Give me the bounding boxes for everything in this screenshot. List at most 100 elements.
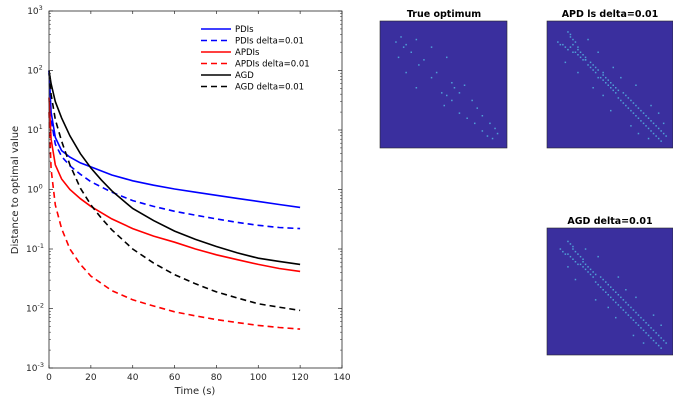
y-tick-exponent: 1	[39, 123, 43, 131]
heatmap-cell	[582, 258, 584, 260]
heatmap-panel-true-optimum: True optimum	[379, 9, 508, 149]
heatmap-cell	[602, 71, 604, 74]
heatmap-cell	[579, 51, 582, 53]
y-tick-label: 101	[27, 123, 43, 136]
heatmap-cell-sym	[599, 76, 602, 79]
heatmap-cell-sym	[587, 64, 589, 66]
heatmap-cell-sym	[615, 301, 617, 304]
heatmap-cell	[615, 87, 617, 89]
heatmap-cell-sym	[474, 122, 476, 125]
heatmap-cell	[657, 112, 660, 114]
panel-title-true-optimum: True optimum	[407, 9, 481, 20]
heatmap-cell-sym	[579, 263, 582, 266]
heatmap-cell	[630, 99, 632, 102]
y-tick-exponent: -1	[37, 242, 43, 250]
heatmap-cell-sym	[615, 92, 617, 94]
heatmap-cell	[647, 117, 650, 119]
heatmap-cell-sym	[410, 51, 412, 53]
heatmap-cell	[665, 342, 667, 344]
heatmap-cell	[650, 327, 652, 329]
heatmap-cell	[489, 122, 491, 125]
heatmap-cell-sym	[640, 120, 642, 122]
heatmap-cell-sym	[589, 273, 592, 276]
heatmap-cell	[567, 31, 569, 33]
heatmap-cell	[617, 89, 620, 92]
heatmap-cell	[569, 36, 572, 38]
heatmap-cell-sym	[647, 127, 650, 130]
heatmap-cell	[458, 92, 461, 94]
heatmap-cell	[496, 132, 499, 135]
heatmap-cell	[627, 97, 630, 99]
heatmap-cell	[612, 66, 614, 69]
heatmap-cell	[567, 240, 569, 243]
y-tick-label: 10-1	[26, 242, 44, 255]
y-tick-base: 10	[26, 364, 38, 374]
heatmap-panel-agd: AGD delta=0.01	[546, 216, 673, 356]
x-tick-label: 120	[292, 373, 309, 383]
heatmap-cell-sym	[443, 104, 445, 107]
heatmap-cell-sym	[562, 250, 564, 253]
heatmap-panel-apd-ls: APD ls delta=0.01	[546, 9, 673, 149]
heatmap-cell-sym	[630, 109, 632, 112]
heatmap-cell-sym	[579, 56, 582, 59]
heatmap-cell	[572, 43, 574, 46]
heatmap-cell-sym	[620, 99, 622, 102]
heatmap-cell-sym	[607, 84, 609, 86]
heatmap-cell	[423, 59, 425, 61]
x-tick-label: 0	[46, 373, 52, 383]
x-tick-label: 60	[169, 373, 181, 383]
heatmap-cell-sym	[637, 132, 640, 135]
heatmap-cell-sym	[430, 76, 433, 79]
heatmap-cell	[620, 296, 622, 299]
heatmap-cell	[652, 329, 655, 332]
y-tick-label: 10-3	[26, 361, 44, 374]
heatmap-cell	[652, 314, 655, 316]
heatmap-cell-sym	[405, 71, 407, 74]
heatmap-cell	[657, 127, 660, 130]
heatmap-cell-sym	[574, 51, 577, 53]
heatmap-cell	[632, 309, 635, 311]
heatmap-cell	[587, 38, 589, 41]
y-tick-exponent: -3	[37, 361, 43, 369]
heatmap-cell-sym	[574, 261, 577, 263]
heatmap-cell-sym	[577, 54, 579, 56]
heatmap-cell	[625, 301, 627, 304]
heatmap-cell-sym	[630, 125, 632, 127]
heatmap-cell	[655, 125, 657, 127]
heatmap-cell	[627, 304, 630, 306]
heatmap-cell-sym	[610, 296, 612, 299]
heatmap-cell	[451, 82, 453, 84]
heatmap-cell-sym	[594, 281, 597, 283]
heatmap-cell	[645, 115, 647, 117]
heatmap-cell	[584, 248, 587, 250]
heatmap-cell-sym	[584, 59, 587, 61]
heatmap-cell-sym	[602, 94, 604, 97]
heatmap-cell-sym	[602, 79, 604, 81]
heatmap-cell-sym	[612, 89, 614, 92]
heatmap-cell-sym	[402, 46, 405, 48]
heatmap-cell	[610, 286, 612, 288]
heatmap-cell	[617, 294, 620, 296]
heatmap-cell-sym	[632, 334, 635, 337]
heatmap-cell-sym	[572, 51, 574, 53]
heatmap-cell	[446, 56, 448, 59]
heatmap-cell	[625, 289, 627, 291]
heatmap-cell-sym	[617, 304, 620, 306]
heatmap-cell-sym	[592, 69, 594, 71]
panel-title-agd: AGD delta=0.01	[567, 216, 652, 227]
heatmap-cell-sym	[650, 130, 652, 132]
heatmap-cell	[435, 71, 438, 74]
heatmap-cell	[582, 261, 584, 263]
heatmap-cell-sym	[562, 43, 564, 46]
y-tick-label: 100	[27, 183, 43, 196]
heatmap-cell	[650, 104, 652, 107]
legend-entry: APDIs	[235, 48, 260, 58]
heatmap-cell	[602, 278, 604, 281]
heatmap-matrix	[546, 227, 673, 356]
heatmap-cell	[481, 115, 484, 117]
heatmap-cell	[610, 82, 612, 84]
x-tick-label: 140	[333, 373, 350, 383]
series-line-5	[48, 70, 301, 266]
series-line-3	[48, 97, 301, 273]
